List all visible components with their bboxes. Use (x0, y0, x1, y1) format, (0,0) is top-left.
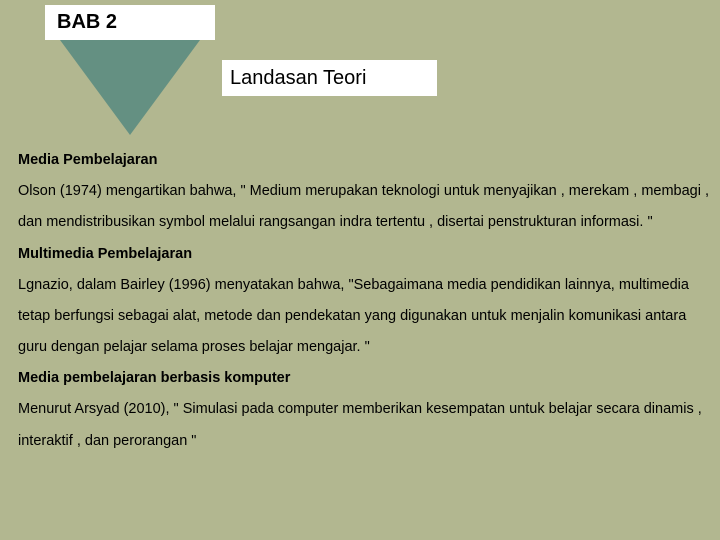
section-body: Olson (1974) mengartikan bahwa, " Medium… (18, 176, 710, 238)
content-area: Media Pembelajaran Olson (1974) mengarti… (18, 145, 710, 457)
section-body: Lgnazio, dalam Bairley (1996) menyatakan… (18, 270, 710, 364)
section-body: Menurut Arsyad (2010), " Simulasi pada c… (18, 394, 710, 456)
chapter-box: BAB 2 (45, 5, 215, 40)
section-heading: Media pembelajaran berbasis komputer (18, 363, 710, 394)
page-title: Landasan Teori (230, 67, 366, 90)
section-heading: Multimedia Pembelajaran (18, 239, 710, 270)
triangle-decor (60, 40, 200, 135)
chapter-label: BAB 2 (57, 11, 117, 34)
title-box: Landasan Teori (222, 60, 437, 96)
section-heading: Media Pembelajaran (18, 145, 710, 176)
